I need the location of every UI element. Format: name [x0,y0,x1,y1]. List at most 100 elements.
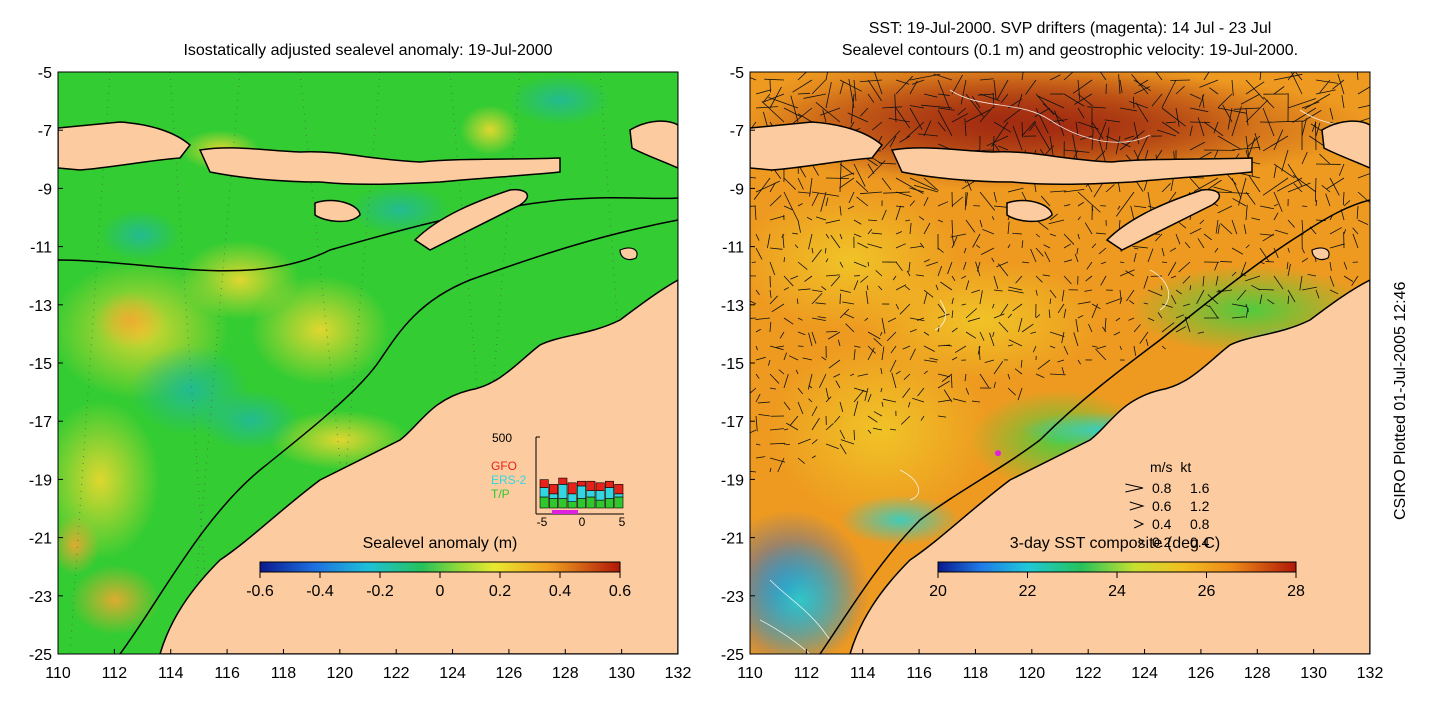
velocity-vector [1259,233,1274,236]
velocity-vector [979,191,996,211]
velocity-vector [1245,308,1249,319]
left-shelf-contour [58,196,678,272]
velocity-vector [750,317,757,319]
velocity-vector [1077,93,1093,107]
velocity-vector [755,393,761,403]
velocity-vector [1072,79,1093,94]
velocity-vector [1100,261,1107,265]
lat-tick-label-left-1: -7 [38,123,52,140]
velocity-vector [951,356,958,361]
velocity-vector [1301,257,1309,263]
velocity-vector [1021,240,1024,249]
velocity-vector [1012,303,1023,312]
left-lon-axis: 110 112 114 116 118 120 122 124 126 128 130 132 [45,649,691,682]
velocity-vector [1314,177,1317,202]
velocity-vector [1329,289,1339,295]
velocity-vector [887,317,897,323]
velocity-vector [1251,217,1261,221]
velocity-vector [853,219,862,225]
velocity-vector [989,332,995,347]
inset-legend-gfo: GFO [491,459,517,473]
velocity-vector [900,415,911,425]
velocity-vector [1012,125,1023,151]
velocity-vector [1231,316,1246,319]
velocity-vector [839,205,842,216]
velocity-vector [895,243,906,249]
velocity-vector [937,415,947,418]
lat-tick-label-left-7: -19 [29,472,52,489]
velocity-vector [867,415,878,423]
velocity-vector [867,163,875,175]
velocity-vector [937,121,946,132]
velocity-vector [1035,107,1049,134]
velocity-vector [895,284,907,291]
velocity-vector [1119,297,1123,305]
velocity-vector [889,359,897,373]
velocity-vector [1290,72,1303,95]
velocity-vector [1063,233,1075,245]
velocity-vector [1105,127,1110,151]
velocity-vector [820,191,827,212]
velocity-vector [1273,203,1279,207]
velocity-vector [1215,219,1219,234]
velocity-vector [797,288,811,291]
velocity-vector [853,163,866,187]
velocity-vector [792,79,813,93]
velocity-vector [1049,331,1065,338]
velocity-vector [1077,107,1085,119]
velocity-vector [1287,295,1290,305]
velocity-vector [904,285,911,291]
velocity-vector [1245,191,1256,205]
velocity-vector [1128,101,1149,109]
inset-bar-ers [614,493,624,498]
velocity-vector [920,415,925,421]
velocity-vector [895,231,903,235]
velocity-vector [808,233,813,250]
inset-bar-ers [605,487,614,499]
velocity-vector [950,233,967,238]
velocity-vector [1086,261,1093,270]
velocity-vector [951,375,953,389]
velocity-vector [1245,81,1265,95]
velocity-vector [1077,314,1084,319]
right-colorbar-tick-label-0: 20 [929,583,947,600]
left-sumba [314,199,361,223]
inset-bar-ers [577,485,586,499]
velocity-vector [1245,244,1250,249]
velocity-vector [1332,79,1345,90]
velocity-vector [833,373,841,378]
velocity-vector [853,389,865,403]
velocity-vector [1232,198,1247,207]
svp-drifter-position [995,450,1001,457]
velocity-vector [874,72,883,95]
right-shelf-contour [819,199,1370,654]
velocity-vector [769,195,782,207]
velocity-vector [1133,253,1137,263]
velocity-vector [853,387,868,393]
velocity-vector [937,303,947,315]
velocity-vector [979,373,989,388]
velocity-vector [1008,286,1023,291]
velocity-vector [1077,191,1101,213]
velocity-legend-ms-2: 0.4 [1152,516,1172,532]
velocity-vector [1299,275,1303,291]
velocity-vector [1217,135,1242,150]
velocity-vector [937,93,950,96]
velocity-vector [867,393,872,403]
velocity-vector [986,135,1009,147]
velocity-vector [825,233,830,239]
velocity-vector [912,397,925,403]
velocity-vector [769,289,772,298]
velocity-vector [1091,345,1098,348]
velocity-vector [867,219,878,222]
velocity-vector [1184,241,1191,249]
lat-tick-label-left-5: -15 [29,356,52,373]
velocity-vector [971,96,981,109]
velocity-vector [1147,248,1154,263]
velocity-vector [1130,205,1135,221]
right-australia [849,279,1370,654]
velocity-vector [783,317,794,325]
velocity-vector [1319,153,1331,165]
left-colorbar-tick-label-2: -0.2 [366,583,394,600]
inset-legend-ers2: ERS-2 [491,473,527,487]
